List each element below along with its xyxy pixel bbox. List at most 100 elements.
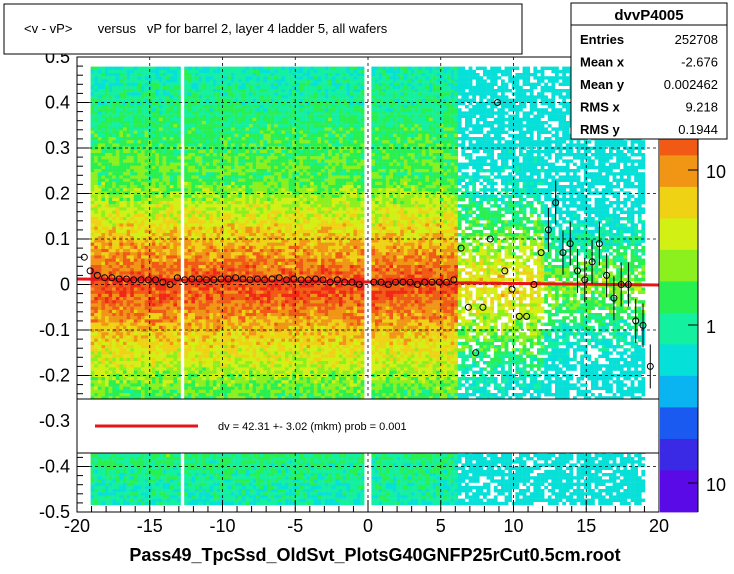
heatmap-cell: [213, 178, 217, 182]
heatmap-cell: [155, 165, 160, 170]
heatmap-cell: [115, 239, 120, 243]
heatmap-cell: [101, 348, 106, 352]
heatmap-cell: [166, 245, 170, 250]
heatmap-cell: [213, 332, 217, 336]
heatmap-cell: [205, 229, 210, 234]
heatmap-cell: [137, 338, 142, 342]
heatmap-cell: [216, 489, 221, 493]
heatmap-cell: [155, 357, 160, 362]
heatmap-cell: [101, 143, 106, 147]
heatmap-cell: [205, 261, 210, 266]
heatmap-cell: [209, 501, 214, 506]
heatmap-cell: [94, 453, 98, 458]
heatmap-cell: [97, 111, 102, 115]
heatmap-cell: [173, 175, 178, 179]
heatmap-cell: [108, 89, 113, 93]
heatmap-cell: [119, 341, 124, 346]
heatmap-cell: [151, 111, 156, 115]
heatmap-cell: [209, 226, 214, 230]
heatmap-cell: [126, 300, 131, 304]
heatmap-cell: [205, 194, 210, 198]
heatmap-cell: [177, 335, 181, 339]
heatmap-cell: [148, 149, 152, 154]
heatmap-cell: [209, 329, 214, 333]
heatmap-cell: [133, 210, 138, 214]
heatmap-cell: [123, 489, 127, 493]
heatmap-cell: [101, 79, 106, 83]
heatmap-cell: [191, 261, 196, 266]
heatmap-cell: [166, 485, 170, 490]
heatmap-cell: [209, 178, 214, 182]
heatmap-cell: [133, 178, 138, 182]
heatmap-cell: [195, 108, 199, 112]
heatmap-cell: [155, 127, 160, 131]
heatmap-cell: [202, 361, 206, 365]
heatmap-cell: [223, 226, 228, 230]
heatmap-cell: [151, 348, 156, 352]
heatmap-cell: [151, 265, 156, 269]
heatmap-cell: [151, 242, 156, 246]
heatmap-cell: [115, 181, 120, 186]
heatmap-cell: [223, 258, 228, 262]
heatmap-cell: [112, 162, 116, 166]
heatmap-cell: [112, 95, 116, 99]
heatmap-cell: [119, 197, 124, 202]
heatmap-cell: [126, 111, 131, 115]
heatmap-cell: [130, 495, 134, 499]
heatmap-cell: [177, 322, 181, 326]
heatmap-cell: [166, 313, 170, 317]
heatmap-cell: [112, 460, 116, 464]
heatmap-cell: [177, 389, 181, 394]
heatmap-cell: [213, 393, 217, 397]
heatmap-cell: [130, 389, 134, 394]
heatmap-cell: [155, 393, 160, 397]
heatmap-cell: [123, 69, 127, 74]
heatmap-cell: [198, 85, 203, 90]
heatmap-cell: [97, 389, 102, 394]
heatmap-cell: [166, 143, 170, 147]
heatmap-cell: [90, 265, 95, 269]
heatmap-cell: [123, 354, 127, 358]
heatmap-cell: [166, 85, 170, 90]
heatmap-cell: [126, 233, 131, 237]
heatmap-cell: [162, 501, 167, 506]
heatmap-cell: [195, 69, 199, 74]
heatmap-cell: [151, 140, 156, 144]
heatmap-cell: [169, 108, 174, 112]
heatmap-cell: [105, 156, 109, 160]
heatmap-cell: [126, 271, 131, 275]
heatmap-cell: [144, 181, 149, 186]
heatmap-cell: [144, 165, 149, 170]
heatmap-cell: [198, 255, 203, 259]
heatmap-cell: [155, 367, 160, 371]
heatmap-cell: [141, 364, 145, 368]
heatmap-cell: [97, 489, 102, 493]
heatmap-cell: [169, 485, 174, 490]
heatmap-cell: [101, 396, 106, 400]
heatmap-cell: [213, 329, 217, 333]
heatmap-cell: [209, 268, 214, 272]
heatmap-cell: [97, 396, 102, 400]
heatmap-cell: [209, 485, 214, 490]
heatmap-cell: [223, 143, 228, 147]
heatmap-cell: [209, 469, 214, 474]
heatmap-cell: [144, 457, 149, 461]
heatmap-cell: [112, 457, 116, 461]
heatmap-cell: [191, 303, 196, 307]
heatmap-cell: [187, 309, 192, 314]
heatmap-cell: [166, 476, 170, 480]
heatmap-cell: [130, 178, 134, 182]
heatmap-cell: [133, 396, 138, 400]
heatmap-cell: [119, 345, 124, 349]
heatmap-cell: [198, 364, 203, 368]
heatmap-cell: [202, 233, 206, 237]
heatmap-cell: [144, 178, 149, 182]
heatmap-cell: [184, 268, 188, 272]
heatmap-cell: [94, 124, 98, 128]
heatmap-cell: [169, 217, 174, 221]
heatmap-cell: [101, 133, 106, 138]
heatmap-cell: [130, 466, 134, 470]
heatmap-cell: [151, 194, 156, 198]
heatmap-cell: [155, 316, 160, 320]
heatmap-cell: [198, 309, 203, 314]
